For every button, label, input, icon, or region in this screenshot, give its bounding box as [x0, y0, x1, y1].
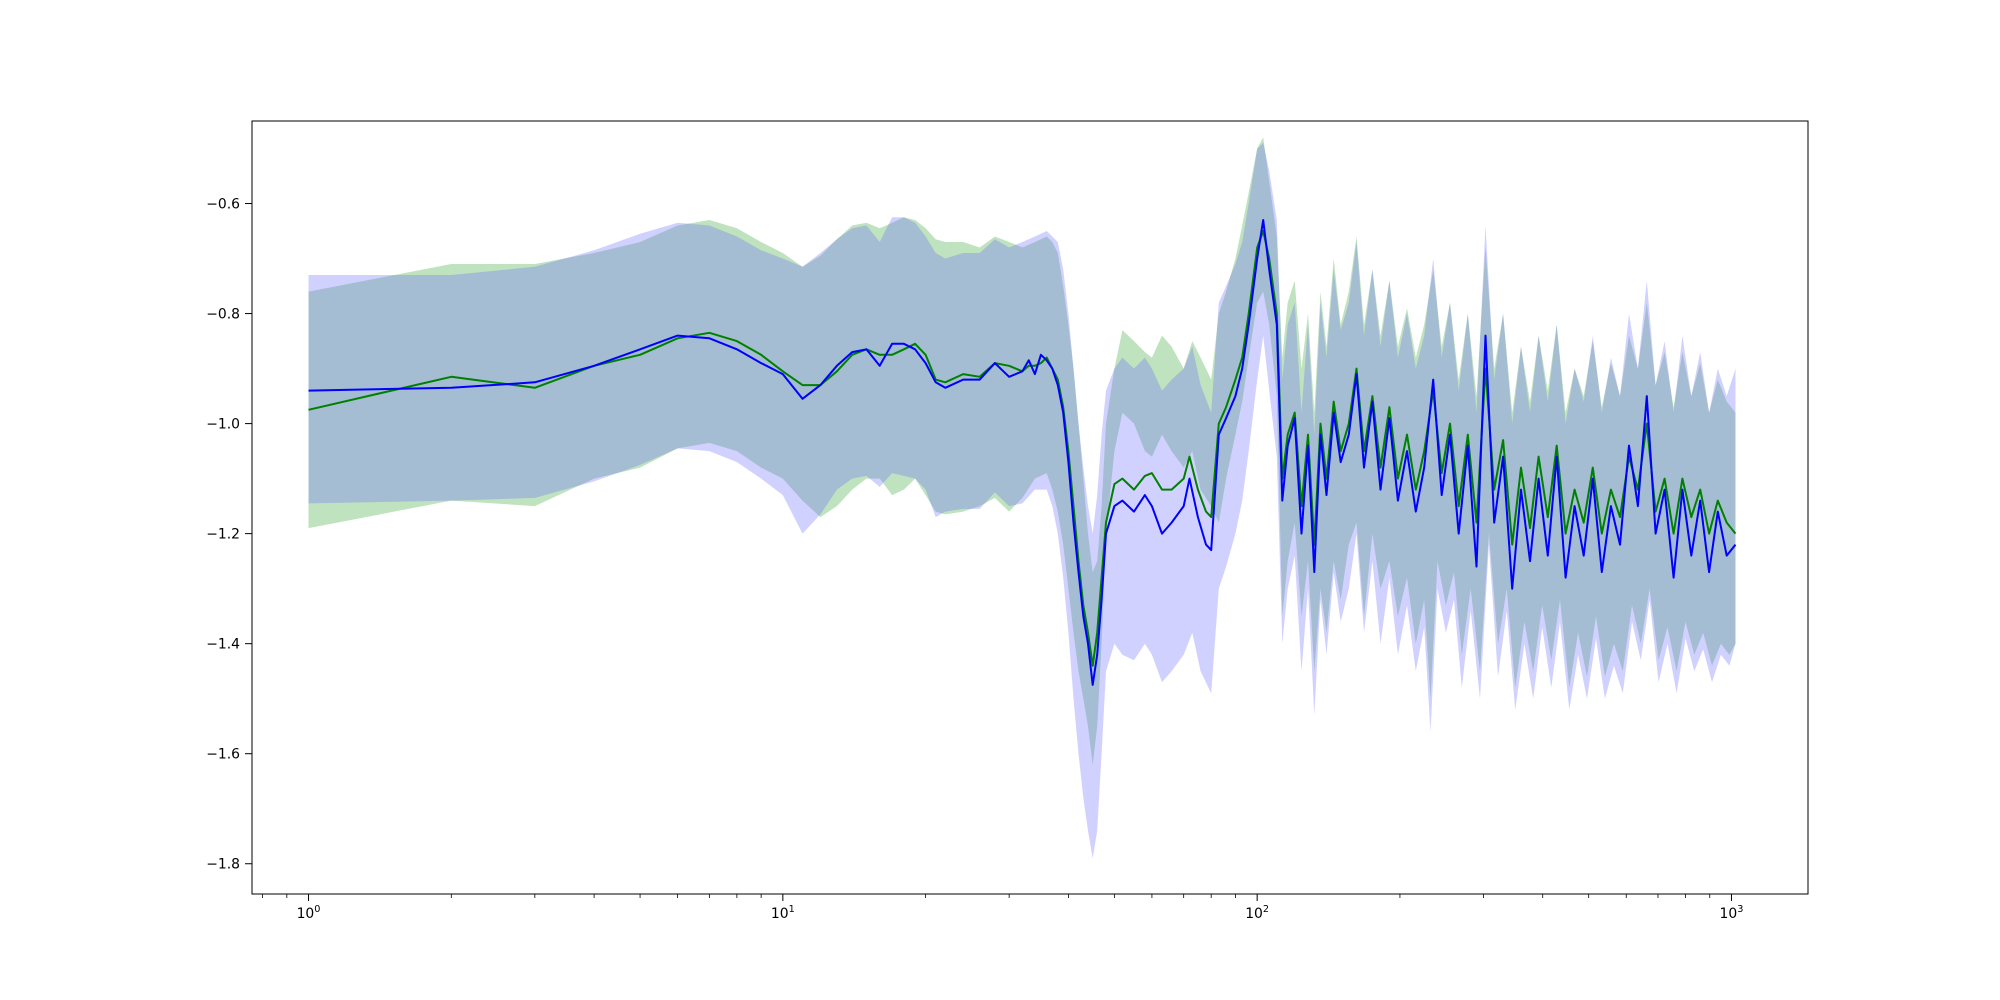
y-tick-label: −1.8: [206, 857, 240, 873]
y-tick-label: −1.6: [206, 747, 240, 763]
y-tick-label: −0.6: [206, 197, 240, 213]
series-1-confidence-band: [308, 137, 1736, 765]
x-tick-label: 101: [771, 904, 795, 922]
y-tick-label: −1.2: [206, 527, 240, 543]
y-tick-label: −1.4: [206, 637, 240, 653]
series-2-confidence-band: [308, 143, 1736, 859]
series-1-mean-line: [308, 230, 1737, 667]
x-tick-label: 102: [1245, 904, 1269, 922]
series-2-mean-line: [308, 219, 1737, 686]
plot-frame: [251, 120, 1809, 895]
y-tick-label: −1.0: [206, 417, 240, 433]
y-axis: −0.6 −0.8 −1.0 −1.2 −1.4 −1.6 −1.8: [206, 197, 252, 873]
plot-layer: [308, 137, 1737, 859]
x-tick-label: 103: [1720, 904, 1744, 922]
x-tick-label: 100: [297, 904, 321, 922]
y-tick-label: −0.8: [206, 307, 240, 323]
x-axis: 100 101 102 103: [262, 894, 1744, 922]
